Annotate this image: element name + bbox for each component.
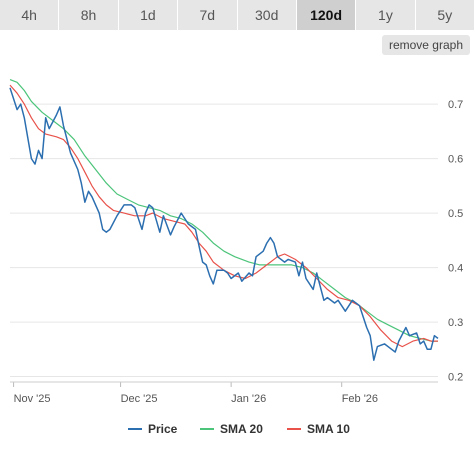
series-line-sma-20 xyxy=(9,79,438,342)
y-tick-label: 0.5 xyxy=(448,208,463,220)
grid xyxy=(10,103,438,378)
series-lines xyxy=(9,79,439,361)
range-tab-5y[interactable]: 5y xyxy=(437,7,453,23)
x-tick-label: Feb '26 xyxy=(342,393,378,405)
y-tick-label: 0.3 xyxy=(448,317,463,329)
legend-item-sma-10[interactable]: SMA 10 xyxy=(287,422,350,436)
y-tick-label: 0.4 xyxy=(448,263,463,275)
series-line-sma-10 xyxy=(9,84,438,348)
x-axis-ticks: Nov '25 Dec '25 Jan '26 Feb '26 xyxy=(10,381,438,405)
remove-graph-button[interactable]: remove graph xyxy=(381,35,470,55)
range-tab-7d[interactable]: 7d xyxy=(178,0,238,30)
legend-item-price[interactable]: Price xyxy=(128,422,178,436)
y-tick-label: 0.7 xyxy=(448,99,463,111)
y-axis-ticks: 0.2 0.3 0.4 0.5 0.6 0.7 xyxy=(448,99,463,383)
range-tab-120d[interactable]: 120d xyxy=(296,0,357,30)
legend[interactable]: Price SMA 20 SMA 10 xyxy=(128,422,350,436)
x-tick-label: Nov '25 xyxy=(14,393,51,405)
legend-label: SMA 20 xyxy=(220,422,263,436)
y-tick-label: 0.6 xyxy=(448,154,463,166)
range-tabs: 4h 8h 1d 7d 30d 120d 1y 5y xyxy=(0,0,474,30)
range-tab-4h[interactable]: 4h xyxy=(0,0,60,30)
x-tick-label: Jan '26 xyxy=(231,393,266,405)
series-line-price xyxy=(9,87,439,361)
y-tick-label: 0.2 xyxy=(448,372,463,384)
range-tab-8h[interactable]: 8h xyxy=(59,0,119,30)
range-tab-1d[interactable]: 1d xyxy=(119,0,179,30)
range-tab-1y[interactable]: 1y xyxy=(356,0,416,30)
range-tab-30d[interactable]: 30d xyxy=(238,0,297,30)
legend-label: Price xyxy=(148,422,178,436)
legend-label: SMA 10 xyxy=(307,422,350,436)
legend-item-sma-20[interactable]: SMA 20 xyxy=(200,422,263,436)
x-tick-label: Dec '25 xyxy=(121,393,158,405)
